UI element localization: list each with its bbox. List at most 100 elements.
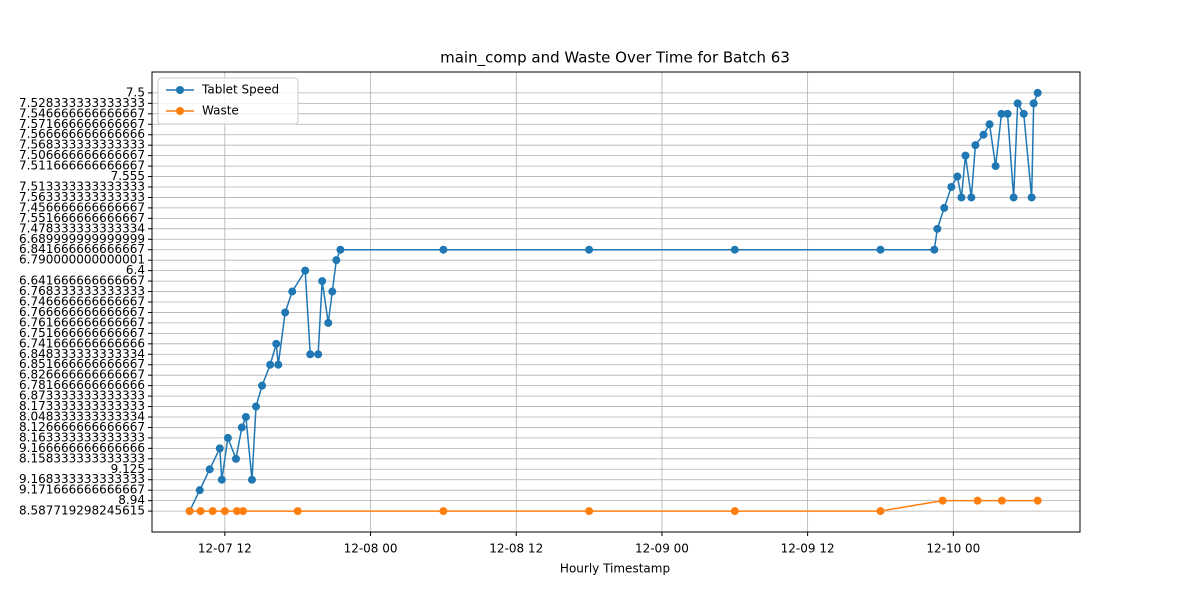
data-point <box>220 507 229 516</box>
y-tick-label: 6.766666666666667 <box>19 305 145 319</box>
y-tick-label: 7.513333333333333 <box>19 180 145 194</box>
data-point <box>971 141 980 150</box>
data-point <box>241 413 250 421</box>
data-point <box>196 507 205 516</box>
data-point <box>439 507 448 516</box>
y-tick-label: 8.173333333333333 <box>19 399 145 413</box>
data-point <box>1009 193 1018 202</box>
y-tick-label: 9.125 <box>111 462 145 476</box>
legend: Tablet Speed Waste <box>157 77 299 125</box>
data-point <box>215 444 224 453</box>
x-tick-label: 12-08 00 <box>344 542 398 556</box>
data-point <box>1019 109 1028 118</box>
y-tick-label: 6.768333333333333 <box>19 284 145 298</box>
data-point <box>967 193 976 202</box>
data-point <box>1013 99 1022 108</box>
y-tick-label: 6.826666666666667 <box>19 368 145 382</box>
y-tick-label: 6.746666666666667 <box>19 295 145 309</box>
data-point <box>288 287 297 296</box>
data-point <box>301 266 310 275</box>
data-point <box>185 507 194 516</box>
y-tick-label: 7.456666666666667 <box>19 200 145 214</box>
data-point <box>247 475 256 484</box>
legend-marker <box>176 86 184 94</box>
x-tick-label: 12-10 00 <box>926 542 980 556</box>
data-point <box>318 277 327 286</box>
legend-label: Tablet Speed <box>201 83 279 97</box>
data-point <box>876 245 885 254</box>
x-tick-label: 12-09 00 <box>635 542 689 556</box>
data-point <box>195 486 204 495</box>
y-tick-label: 7.546666666666667 <box>19 106 145 120</box>
chart-title: main_comp and Waste Over Time for Batch … <box>440 49 790 68</box>
data-point <box>1027 193 1036 202</box>
y-tick-label: 6.641666666666667 <box>19 274 145 288</box>
y-tick-label: 7.511666666666667 <box>19 159 145 173</box>
data-point <box>252 402 261 411</box>
data-point <box>730 507 739 516</box>
legend-label: Waste <box>202 104 239 118</box>
data-point <box>953 172 962 181</box>
data-point <box>876 507 885 516</box>
data-point <box>324 318 333 327</box>
y-tick-label: 6.4 <box>126 263 145 277</box>
data-point <box>961 151 970 160</box>
data-point <box>933 224 942 233</box>
x-tick-label: 12-09 12 <box>781 542 835 556</box>
data-point <box>217 475 226 484</box>
y-tick-label: 9.168333333333333 <box>19 472 145 486</box>
data-point <box>991 162 1000 171</box>
x-tick-label: 12-08 12 <box>489 542 543 556</box>
data-point <box>1033 88 1042 97</box>
y-tick-label: 7.506666666666667 <box>19 148 145 162</box>
x-tick-label: 12-07 12 <box>198 542 252 556</box>
data-point <box>332 256 341 265</box>
data-point <box>232 507 241 516</box>
y-tick-label: 7.566666666666666 <box>19 127 145 141</box>
y-tick-label: 8.126666666666667 <box>19 420 145 434</box>
y-tick-label: 7.568333333333333 <box>19 138 145 152</box>
data-point <box>997 109 1006 118</box>
data-point <box>237 423 246 432</box>
data-point <box>314 350 323 359</box>
data-point <box>585 245 594 254</box>
y-tick-label: 7.528333333333333 <box>19 96 145 110</box>
x-axis-label: Hourly Timestamp <box>560 562 670 576</box>
data-point <box>266 360 275 369</box>
y-tick-label: 7.563333333333333 <box>19 190 145 204</box>
data-point <box>281 308 290 317</box>
y-tick-label: 8.048333333333334 <box>19 410 145 424</box>
y-tick-label: 6.790000000000001 <box>19 253 145 267</box>
data-point <box>985 120 994 129</box>
data-point <box>1033 496 1042 505</box>
data-point <box>585 507 594 516</box>
y-tick-label: 8.94 <box>118 493 145 507</box>
data-point <box>439 245 448 254</box>
legend-marker <box>176 107 184 115</box>
data-point <box>938 496 947 505</box>
data-point <box>973 496 982 505</box>
data-point <box>293 507 302 516</box>
data-point <box>947 183 956 191</box>
data-point <box>231 454 240 463</box>
y-tick-label: 8.587719298245615 <box>19 504 145 518</box>
series-line <box>189 499 1038 512</box>
y-tick-label: 6.873333333333333 <box>19 389 145 403</box>
data-point <box>239 507 248 516</box>
data-point <box>223 433 232 442</box>
data-point <box>306 350 315 359</box>
data-point <box>1029 99 1038 108</box>
data-point <box>272 339 281 348</box>
data-point <box>258 381 267 390</box>
y-tick-label: 6.851666666666667 <box>19 357 145 371</box>
y-tick-label: 6.841666666666667 <box>19 242 145 256</box>
data-point <box>205 465 214 474</box>
data-point <box>940 203 949 212</box>
y-tick-label: 7.5 <box>126 85 145 99</box>
y-tick-label: 6.848333333333334 <box>19 347 145 361</box>
y-tick-label: 6.689999999999999 <box>19 232 145 246</box>
y-tick-label: 6.781666666666666 <box>19 378 145 392</box>
plot-frame <box>151 71 1081 533</box>
data-point <box>208 507 217 516</box>
